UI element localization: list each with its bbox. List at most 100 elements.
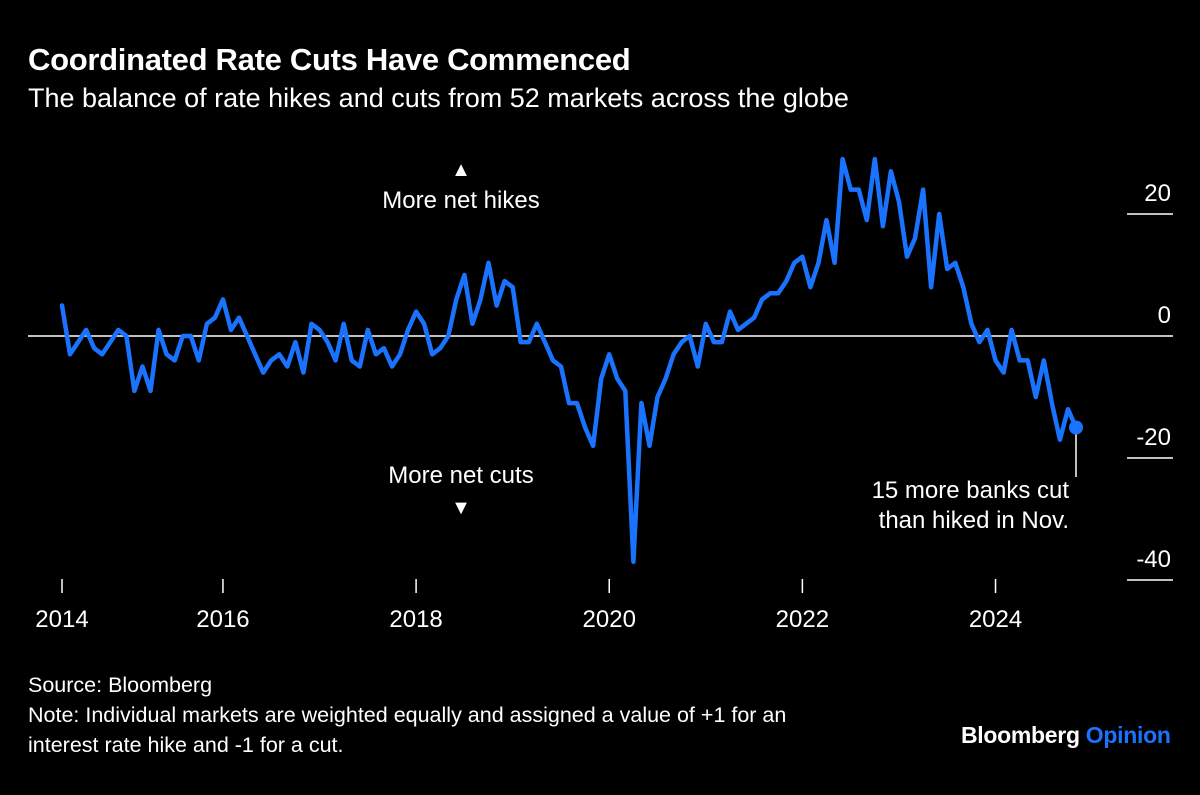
- logo-product: Opinion: [1085, 722, 1171, 748]
- data-point: [680, 340, 684, 344]
- last-point-annotation-line2: than hiked in Nov.: [879, 507, 1069, 534]
- data-point: [68, 352, 72, 356]
- chart-subtitle: The balance of rate hikes and cuts from …: [28, 83, 849, 113]
- data-point: [237, 316, 241, 320]
- series-group: [59, 156, 1083, 564]
- data-point: [543, 340, 547, 344]
- x-axis: 2014 2016 2018 2020 2022 2024: [35, 579, 1022, 633]
- x-tick-label: 2020: [583, 606, 636, 633]
- data-point: [1042, 358, 1046, 362]
- data-point: [760, 297, 764, 301]
- y-tick-label: -20: [1136, 424, 1171, 451]
- data-point: [165, 352, 169, 356]
- data-point: [889, 169, 893, 173]
- data-point: [390, 365, 394, 368]
- data-point: [116, 328, 120, 332]
- data-point: [470, 322, 474, 326]
- x-tick-label: 2024: [969, 606, 1022, 633]
- data-point: [84, 328, 88, 332]
- data-point: [269, 358, 273, 362]
- data-point: [245, 334, 249, 338]
- x-tick-label: 2018: [389, 606, 442, 633]
- data-point: [961, 285, 965, 289]
- data-point: [132, 389, 136, 393]
- data-point: [350, 358, 354, 362]
- y-tick-label: 0: [1158, 302, 1171, 329]
- data-point: [728, 310, 732, 314]
- annotation-more-net-hikes: More net hikes: [382, 187, 539, 214]
- data-point: [664, 377, 668, 381]
- data-point: [100, 352, 104, 356]
- data-point: [253, 352, 257, 356]
- data-point: [1010, 328, 1014, 332]
- data-point: [639, 401, 643, 405]
- data-point: [583, 426, 587, 429]
- data-point: [792, 261, 796, 265]
- data-point: [519, 340, 523, 344]
- data-point: [318, 328, 322, 332]
- data-point: [768, 291, 772, 295]
- data-point: [60, 304, 64, 307]
- data-point: [808, 285, 812, 289]
- data-point: [1050, 401, 1054, 405]
- data-point: [599, 377, 603, 381]
- data-point: [462, 273, 466, 277]
- annotation-more-net-cuts: More net cuts: [388, 462, 533, 489]
- data-point: [454, 297, 458, 301]
- data-point: [487, 261, 491, 265]
- source-note: Source: Bloomberg: [28, 673, 213, 697]
- data-point: [905, 255, 909, 259]
- data-point: [422, 322, 426, 326]
- data-point: [309, 322, 313, 326]
- x-tick-label: 2022: [776, 606, 829, 633]
- data-point: [1002, 371, 1006, 375]
- data-point: [969, 322, 973, 326]
- data-point: [873, 157, 877, 161]
- data-point: [326, 340, 330, 344]
- data-point: [478, 297, 482, 301]
- data-point: [696, 365, 700, 368]
- down-arrow-icon: ▼: [451, 497, 471, 519]
- data-point: [366, 328, 370, 332]
- data-point: [575, 401, 579, 405]
- data-point: [173, 358, 177, 362]
- data-point: [277, 352, 281, 356]
- data-point: [897, 200, 901, 204]
- data-point: [221, 297, 225, 301]
- data-point: [374, 352, 378, 356]
- data-point: [953, 261, 957, 265]
- data-point: [849, 188, 853, 192]
- data-point: [704, 322, 708, 326]
- annotations: ▲ More net hikes More net cuts ▼ 15 more…: [382, 159, 1069, 534]
- last-point-annotation-line1: 15 more banks cut: [872, 477, 1070, 504]
- data-point: [229, 328, 233, 332]
- y-tick-label: -40: [1136, 546, 1171, 573]
- data-point: [881, 224, 885, 228]
- data-point: [841, 157, 845, 161]
- data-point: [358, 365, 362, 368]
- data-point: [816, 261, 820, 265]
- data-point: [1018, 358, 1022, 362]
- data-point: [559, 365, 563, 368]
- data-point: [398, 352, 402, 356]
- data-point: [736, 328, 740, 332]
- data-point: [189, 334, 193, 338]
- data-point: [149, 389, 153, 393]
- data-point: [994, 358, 998, 362]
- data-point: [503, 279, 507, 283]
- data-point: [1026, 358, 1030, 362]
- data-point: [430, 352, 434, 356]
- data-point: [833, 261, 837, 265]
- data-point: [977, 340, 981, 344]
- data-point: [591, 444, 595, 448]
- data-point: [334, 358, 338, 362]
- data-point: [140, 365, 144, 368]
- data-point: [261, 371, 265, 375]
- chart-title: Coordinated Rate Cuts Have Commenced: [28, 42, 631, 77]
- data-point: [301, 371, 305, 375]
- data-point: [937, 212, 941, 216]
- data-point: [1034, 395, 1038, 399]
- data-point: [527, 340, 531, 344]
- data-point: [929, 285, 933, 289]
- data-point: [446, 334, 450, 338]
